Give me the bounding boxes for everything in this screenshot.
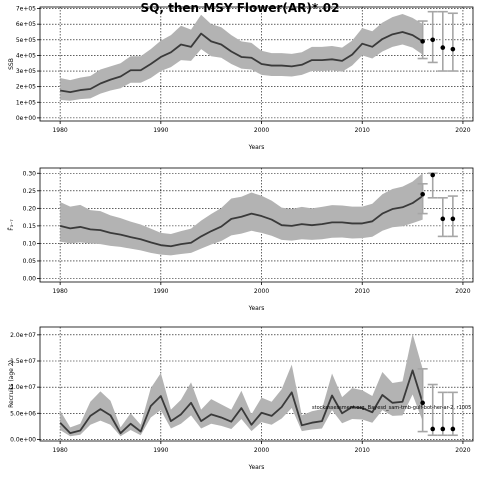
y-tick-label: 0.20 bbox=[23, 205, 37, 212]
y-tick-label: 0e+00 bbox=[16, 115, 36, 122]
panels: 1980 1990 2000 2010 2020 0e+00 1e+05 2e+05 3e+05… bbox=[8, 6, 474, 471]
y-tick-label: 0.25 bbox=[23, 188, 37, 195]
x-tick-label: 1980 bbox=[52, 127, 67, 134]
x-tick-label: 2020 bbox=[455, 288, 470, 295]
forecast-point bbox=[450, 426, 456, 432]
y-tick-label: 5.0e+06 bbox=[10, 410, 36, 417]
y-tick-label: 3e+05 bbox=[16, 68, 36, 75]
panel-3: 1980 1990 2000 2010 2020 0.0e+00 5.0e+06 1.0e+0… bbox=[8, 326, 474, 471]
plot-frame bbox=[39, 167, 474, 283]
x-tick-label: 2010 bbox=[355, 127, 370, 134]
y-tick-label: 1e+05 bbox=[16, 99, 36, 106]
x-tick-label: 2020 bbox=[455, 447, 470, 454]
x-tick-label: 1980 bbox=[52, 288, 67, 295]
confidence-band bbox=[60, 333, 423, 437]
forecast-point bbox=[440, 216, 446, 222]
source-note: stockassessment.org, Bayesd_sam-tmb-gulf… bbox=[312, 405, 471, 411]
forecast-point bbox=[420, 39, 425, 44]
y-tick-label: 0.10 bbox=[23, 240, 37, 247]
y-tick-label: 6e+05 bbox=[16, 21, 36, 28]
forecast-point bbox=[440, 426, 446, 432]
forecast-point bbox=[430, 172, 436, 178]
y-axis-label: Recruits (age 2) bbox=[8, 360, 15, 408]
y-tick-label: 1.0e+07 bbox=[10, 384, 36, 391]
x-tick-label: 1990 bbox=[153, 447, 168, 454]
x-tick-label: 2000 bbox=[254, 288, 269, 295]
x-tick-label: 2000 bbox=[254, 127, 269, 134]
x-tick-label: 1990 bbox=[153, 127, 168, 134]
x-tick-label: 1990 bbox=[153, 288, 168, 295]
y-tick-label: 0.30 bbox=[23, 170, 37, 177]
y-tick-label: 1.5e+07 bbox=[10, 358, 36, 365]
figure-title: SQ, then MSY Flower(AR)*.02 bbox=[141, 1, 340, 15]
estimate-line bbox=[59, 195, 424, 248]
forecast-point bbox=[430, 426, 436, 432]
estimate-line bbox=[60, 31, 424, 94]
y-tick-label: 0.15 bbox=[23, 223, 37, 230]
x-axis-label: Years bbox=[248, 144, 265, 151]
x-tick-label: 2010 bbox=[355, 447, 370, 454]
plot-frame bbox=[39, 326, 474, 442]
forecast-point bbox=[450, 216, 456, 222]
y-tick-label: 2e+05 bbox=[16, 84, 36, 91]
estimate-line bbox=[59, 369, 424, 435]
x-tick-label: 2020 bbox=[455, 127, 470, 134]
y-axis-label: SSB bbox=[8, 58, 15, 70]
y-tick-label: 0.0e+00 bbox=[10, 436, 36, 443]
y-tick-label: 7e+05 bbox=[16, 6, 36, 13]
forecast-point bbox=[440, 45, 446, 50]
x-axis-label: Years bbox=[248, 305, 265, 312]
forecast-point bbox=[430, 37, 436, 43]
panel-2: 1980 1990 2000 2010 2020 0.00 0.05 0.10 0.15 0.20… bbox=[8, 167, 474, 312]
forecast-point bbox=[450, 46, 456, 52]
x-tick-label: 1980 bbox=[52, 447, 67, 454]
forecast-point bbox=[420, 400, 425, 406]
y-axis-label: F̄₃₋₇ bbox=[8, 219, 15, 231]
plot-frame bbox=[39, 6, 474, 122]
x-tick-label: 2000 bbox=[254, 447, 269, 454]
y-tick-label: 5e+05 bbox=[16, 37, 36, 44]
forecast-point bbox=[420, 192, 425, 197]
y-tick-label: 0.05 bbox=[23, 258, 37, 265]
y-tick-label: 4e+05 bbox=[16, 52, 36, 59]
y-tick-label: 0.00 bbox=[23, 275, 37, 282]
y-tick-label: 2.0e+07 bbox=[10, 332, 36, 339]
x-axis-label: Years bbox=[248, 464, 265, 471]
x-tick-label: 2010 bbox=[355, 288, 370, 295]
confidence-band bbox=[60, 173, 423, 256]
panel-1: 1980 1990 2000 2010 2020 0e+00 1e+05 2e+05 3e+05… bbox=[8, 6, 474, 151]
